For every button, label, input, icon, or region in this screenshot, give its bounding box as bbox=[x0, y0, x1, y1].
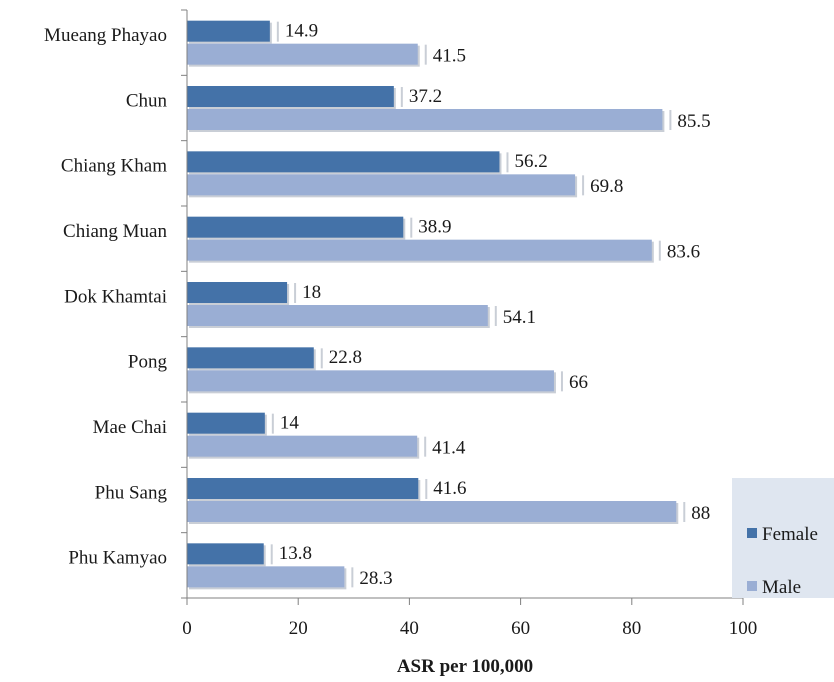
data-label-male-dok-khamtai: 54.1 bbox=[503, 307, 536, 328]
data-label-male-pong: 66 bbox=[569, 372, 588, 393]
data-label-male-phu-sang: 88 bbox=[691, 503, 710, 524]
legend-label-female: Female bbox=[762, 524, 818, 545]
bar-female-mueang-phayao bbox=[187, 20, 270, 42]
bar-male-pong bbox=[187, 370, 554, 392]
data-label-female-pong: 22.8 bbox=[329, 347, 362, 368]
x-tick-label-100: 100 bbox=[729, 618, 758, 639]
data-label-male-mae-chai: 41.4 bbox=[432, 438, 466, 459]
category-label-mueang-phayao: Mueang Phayao bbox=[44, 25, 167, 46]
category-label-chiang-kham: Chiang Kham bbox=[61, 156, 167, 177]
legend-label-male: Male bbox=[762, 577, 801, 598]
x-tick-label-0: 0 bbox=[182, 618, 192, 639]
axes-layer: 0 20 40 60 80 100 bbox=[181, 9, 758, 639]
x-tick-label-80: 80 bbox=[622, 618, 641, 639]
category-label-chun: Chun bbox=[126, 90, 168, 111]
data-label-male-chun: 85.5 bbox=[677, 111, 710, 132]
bar-female-chiang-muan bbox=[187, 216, 404, 238]
x-tick-label-60: 60 bbox=[511, 618, 530, 639]
bar-male-chiang-kham bbox=[187, 174, 576, 196]
data-label-male-chiang-muan: 83.6 bbox=[667, 242, 700, 263]
data-label-female-chiang-muan: 38.9 bbox=[418, 217, 451, 238]
data-label-female-mae-chai: 14 bbox=[280, 413, 300, 434]
data-label-male-phu-kamyao: 28.3 bbox=[359, 568, 392, 589]
data-label-female-phu-sang: 41.6 bbox=[433, 478, 466, 499]
data-label-female-chun: 37.2 bbox=[409, 86, 442, 107]
bar-male-chiang-muan bbox=[187, 239, 652, 261]
legend-swatch-female bbox=[747, 528, 757, 538]
category-label-dok-khamtai: Dok Khamtai bbox=[64, 286, 167, 307]
category-label-phu-kamyao: Phu Kamyao bbox=[68, 548, 167, 569]
bar-male-mae-chai bbox=[187, 435, 418, 457]
bar-female-pong bbox=[187, 347, 314, 369]
data-label-female-mueang-phayao: 14.9 bbox=[285, 21, 318, 42]
data-label-female-phu-kamyao: 13.8 bbox=[279, 543, 312, 564]
data-label-male-mueang-phayao: 41.5 bbox=[433, 46, 466, 67]
bar-male-phu-kamyao bbox=[187, 566, 345, 588]
bar-female-chun bbox=[187, 86, 394, 107]
labels-layer: Mueang Phayao 14.9 41.5 Chun 37.2 85.5 Chiang … bbox=[44, 21, 711, 590]
bar-female-chiang-kham bbox=[187, 151, 500, 173]
data-label-female-dok-khamtai: 18 bbox=[302, 282, 321, 303]
bar-female-phu-sang bbox=[187, 478, 419, 499]
bars-layer bbox=[187, 20, 679, 590]
x-tick-label-40: 40 bbox=[400, 618, 419, 639]
legend: Female Male bbox=[732, 478, 834, 598]
category-label-mae-chai: Mae Chai bbox=[93, 417, 167, 438]
category-label-pong: Pong bbox=[128, 352, 168, 373]
bar-male-phu-sang bbox=[187, 501, 677, 522]
bar-male-chun bbox=[187, 109, 663, 130]
data-label-female-chiang-kham: 56.2 bbox=[514, 151, 547, 172]
category-label-phu-sang: Phu Sang bbox=[95, 482, 168, 503]
category-label-chiang-muan: Chiang Muan bbox=[63, 221, 167, 242]
x-tick-label-20: 20 bbox=[289, 618, 308, 639]
bar-female-dok-khamtai bbox=[187, 282, 288, 303]
data-label-male-chiang-kham: 69.8 bbox=[590, 176, 623, 197]
bar-female-mae-chai bbox=[187, 412, 265, 434]
bar-male-mueang-phayao bbox=[187, 43, 418, 65]
legend-swatch-male bbox=[747, 581, 757, 591]
bar-female-phu-kamyao bbox=[187, 543, 264, 565]
x-axis-title: ASR per 100,000 bbox=[397, 656, 533, 677]
bar-male-dok-khamtai bbox=[187, 305, 488, 326]
